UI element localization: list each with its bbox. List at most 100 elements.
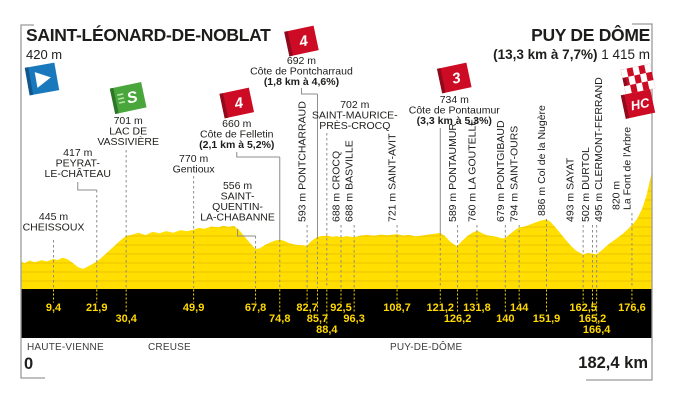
waypoint-label-saint-maurice-pres-crocq: 702 m	[340, 99, 369, 111]
km-label-col-de-la-nugere: 151,9	[533, 313, 561, 325]
km-label-saint-avit: 108,7	[383, 302, 411, 314]
left-frame-bracket	[20, 24, 45, 379]
right-frame-bracket	[586, 23, 653, 381]
waypoint-crocq: 688 m CROCQ 92,5	[330, 151, 351, 314]
waypoint-label-saint-maurice-pres-crocq: SAINT-MAURICE-	[312, 110, 398, 122]
waypoint-saint-ours: 794 m SAINT-OURS 144	[509, 126, 530, 314]
waypoint-label-sayat: 493 m SAYAT	[565, 157, 577, 222]
waypoint-basville: 688 m BASVILLE 96,3	[343, 140, 364, 325]
hc-letters: HC	[629, 95, 651, 114]
distance-total-value: 182,4 km	[578, 354, 648, 372]
waypoint-pontcharraud: 593 m PONTCHARRAUD 82,7	[296, 101, 317, 314]
waypoint-label-cote-de-pontaumur: Côte de Pontaumur	[409, 105, 501, 117]
waypoint-label-peyrat-le-chateau: PEYRAT-	[56, 158, 101, 170]
finish-location-name: PUY DE DÔME	[531, 25, 650, 45]
km-label-sayat: 162,5	[569, 302, 597, 314]
waypoint-label-cote-de-pontcharraud: Côte de Pontcharraud	[250, 66, 353, 78]
waypoint-label-peyrat-le-chateau: 417 m	[63, 147, 92, 159]
category-number: 4	[232, 94, 245, 113]
km-label-cheissoux: 9,4	[46, 302, 62, 314]
waypoint-sayat: 493 m SAYAT 162,5	[565, 157, 597, 314]
waypoint-label-la-font-de-l-arbre: 820 m	[610, 181, 622, 210]
distance-start-value: 0	[24, 355, 34, 373]
waypoint-label-saint-quentin-la-chabanne: LA-CHABANNE	[200, 212, 275, 224]
waypoint-pontgibaud: 679 m PONTGIBAUD 140	[495, 120, 515, 325]
finish-climb-info: (13,3 km à 7,7%) 1 415 m	[493, 47, 650, 62]
waypoint-label-pontgibaud: 679 m PONTGIBAUD	[495, 120, 507, 222]
km-label-cote-de-felletin: 74,8	[269, 313, 290, 325]
km-label-cote-de-pontaumur: 121,2	[427, 302, 455, 314]
km-label-pontcharraud: 82,7	[296, 302, 317, 314]
department-label-puy-de-dome: PUY-DE-DÔME	[390, 342, 463, 353]
waypoint-label-lac-de-vassiviere: 701 m	[114, 115, 143, 127]
km-label-durtol: 165,2	[579, 313, 607, 325]
waypoint-pontaumur: 589 m PONTAUMUR 126,2	[444, 123, 472, 325]
category-3-icon: 3	[437, 62, 472, 94]
distance-bar	[21, 288, 652, 338]
waypoint-label-la-goutelle: 760 m LA GOUTELLE	[466, 119, 478, 222]
waypoint-label-peyrat-le-chateau: LE-CHÂTEAU	[45, 167, 112, 180]
category-number: 4	[297, 32, 310, 51]
waypoint-label-durtol: 502 m DURTOL	[580, 147, 592, 222]
waypoint-label-clermont-ferrand: 495 m CLERMONT-FERRAND	[593, 77, 605, 222]
finish-elevation: 1 415 m	[601, 47, 650, 62]
leader-elbow	[77, 182, 97, 191]
waypoint-label-cote-de-pontaumur: 734 m	[440, 94, 469, 106]
km-label-la-font-de-l-arbre: 176,6	[618, 302, 646, 314]
hc-climb-icon: HC	[620, 89, 656, 119]
department-label-creuse: CREUSE	[148, 342, 191, 353]
waypoint-label-cheissoux: 445 m	[39, 211, 68, 223]
waypoint-saint-avit: 721 m SAINT-AVIT 108,7	[383, 133, 411, 314]
waypoint-label-gentioux: 770 m	[179, 153, 208, 165]
waypoint-label-cote-de-felletin: (2,1 km à 5,2%)	[199, 139, 274, 151]
waypoint-label-pontaumur: 589 m PONTAUMUR	[447, 123, 459, 222]
leader-elbow	[237, 229, 256, 237]
km-label-saint-ours: 144	[510, 302, 529, 314]
waypoint-label-crocq: 688 m CROCQ	[330, 151, 342, 222]
km-label-cote-de-pontcharraud: 85,7	[307, 313, 328, 325]
km-label-basville: 96,3	[343, 313, 364, 325]
waypoint-la-goutelle: 760 m LA GOUTELLE 131,8	[463, 119, 491, 314]
km-label-peyrat-le-chateau: 21,9	[86, 302, 107, 314]
elevation-profile-area	[21, 171, 652, 289]
waypoint-label-lac-de-vassiviere: LAC DE	[109, 126, 147, 138]
waypoint-label-saint-ours: 794 m SAINT-OURS	[509, 126, 521, 222]
km-label-gentioux: 49,9	[183, 302, 204, 314]
waypoint-label-pontcharraud: 593 m PONTCHARRAUD	[297, 101, 309, 222]
km-label-crocq: 92,5	[330, 302, 351, 314]
waypoint-label-col-de-la-nugere: 886 m Col de la Nugère	[536, 105, 548, 216]
leader-elbow	[236, 152, 280, 158]
department-label-haute-vienne: HAUTE-VIENNE	[27, 342, 104, 353]
waypoint-label-saint-quentin-la-chabanne: 556 m	[223, 180, 252, 192]
waypoint-clermont-ferrand: 495 m CLERMONT-FERRAND 166,4	[583, 77, 611, 336]
km-label-saint-maurice-pres-crocq: 88,4	[316, 324, 338, 336]
category-4-icon: 4	[284, 25, 319, 57]
waypoint-label-cote-de-felletin: 660 m	[222, 118, 251, 130]
waypoint-la-font-de-l-arbre: 820 m La Font de l'Arbre 176,6	[610, 127, 645, 314]
start-flag-icon	[24, 62, 60, 96]
start-location-name: SAINT-LÉONARD-DE-NOBLAT	[26, 25, 271, 45]
start-elevation: 420 m	[26, 47, 63, 62]
sprint-letter: S	[125, 89, 139, 108]
waypoint-label-lac-de-vassiviere: VASSIVIÈRE	[97, 135, 159, 148]
waypoint-label-la-font-de-l-arbre: La Font de l'Arbre	[621, 127, 633, 210]
finish-checkered-flag-icon	[620, 63, 656, 95]
waypoint-label-cote-de-pontaumur: (3,3 km à 5,3%)	[417, 115, 492, 127]
waypoint-label-basville: 688 m BASVILLE	[344, 140, 356, 222]
start-location: SAINT-LÉONARD-DE-NOBLAT 420 m	[26, 25, 271, 62]
km-label-saint-quentin-la-chabanne: 67,8	[245, 302, 266, 314]
finish-location: PUY DE DÔME (13,3 km à 7,7%) 1 415 m	[493, 25, 650, 62]
km-label-clermont-ferrand: 166,4	[583, 324, 611, 336]
waypoint-label-gentioux: Gentioux	[173, 164, 216, 176]
waypoint-label-cote-de-pontcharraud: 692 m	[287, 55, 316, 67]
finish-climb-stats: (13,3 km à 7,7%)	[493, 47, 598, 62]
